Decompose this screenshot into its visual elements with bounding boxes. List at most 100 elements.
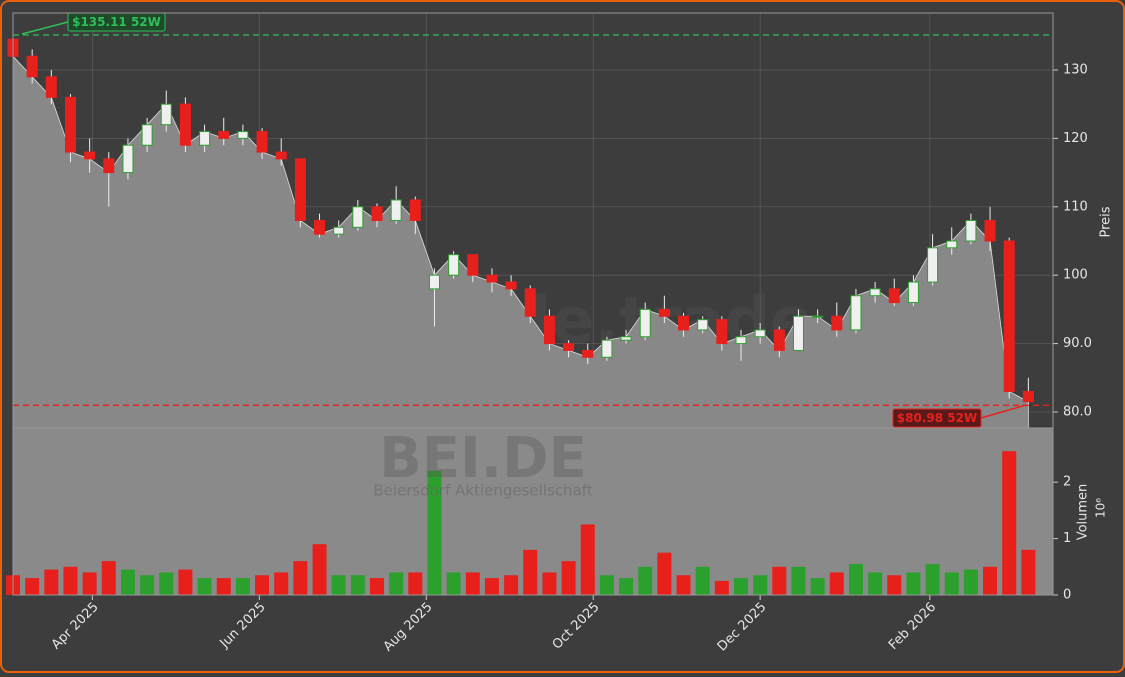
volume-bar [197, 578, 212, 595]
volume-bar [446, 572, 461, 595]
volume-bar [695, 566, 710, 595]
volume-bar [25, 578, 40, 595]
candle-body [543, 315, 555, 345]
volume-scale-label: 10⁶ [1094, 498, 1108, 518]
annotation-label: $135.11 52W [72, 15, 161, 29]
candle-body [946, 240, 958, 249]
candle-body [237, 131, 249, 139]
candle-body [927, 247, 939, 283]
candle-body [524, 288, 536, 317]
volume-bar [925, 563, 940, 595]
volume-bar [120, 569, 135, 595]
candle-body [256, 131, 268, 153]
volume-bar [255, 575, 270, 595]
volume-bar [906, 572, 921, 595]
y-axis-label: Preis [1099, 206, 1114, 237]
candle-body [64, 96, 76, 153]
volume-bar [944, 572, 959, 595]
volume-bar [983, 566, 998, 595]
volume-bar [619, 578, 634, 595]
candle-body [448, 254, 460, 276]
plot-border [12, 12, 1054, 596]
y-tick-label: 90.0 [1063, 336, 1092, 351]
volume-bar [178, 569, 193, 595]
volume-bar [772, 566, 787, 595]
candle-body [888, 288, 900, 304]
candle-body [984, 219, 996, 242]
volume-bar [82, 572, 97, 595]
candle-body [84, 151, 96, 160]
volume-bar [829, 572, 844, 595]
annotation-arrow [980, 404, 1026, 419]
annotation-label: $80.98 52W [897, 411, 977, 425]
candle-body [45, 76, 57, 98]
candle-body [658, 308, 670, 317]
volume-bar [714, 580, 729, 595]
company-watermark: Beiersdorf Aktiengesellschaft [373, 482, 592, 500]
volume-bar [389, 572, 404, 595]
symbol-watermark: BEI.DE [379, 426, 587, 491]
candle-body [697, 319, 709, 331]
candle-body [199, 131, 211, 146]
y-tick-label: 100 [1063, 268, 1088, 283]
candle-body [716, 319, 728, 345]
volume-bar [370, 578, 384, 595]
candle-body [735, 336, 747, 345]
volume-bar [561, 561, 576, 595]
volume-bar [887, 575, 902, 595]
candle-body [275, 151, 287, 160]
volume-bar [140, 575, 155, 595]
candle-body [1022, 390, 1034, 403]
volume-bar [734, 578, 748, 595]
volume-bar [235, 578, 250, 595]
candle-body [428, 274, 440, 290]
candle-body [505, 281, 517, 290]
volume-bar [63, 566, 78, 595]
candle-body [371, 206, 383, 221]
volume-bar [274, 572, 289, 595]
volume-bar [657, 552, 672, 595]
candle-body [639, 308, 651, 338]
candle-body [352, 206, 364, 228]
candle-body [754, 329, 766, 338]
candle-body [294, 158, 306, 221]
volume-bar [1021, 549, 1036, 595]
candle-body [869, 288, 881, 297]
candle-body [26, 55, 38, 78]
volume-bar [44, 569, 59, 595]
volume-bar [753, 575, 768, 595]
volume-bar [963, 569, 978, 595]
volume-bar [599, 575, 614, 595]
volume-bar [676, 575, 691, 595]
candle-body [218, 131, 230, 139]
candle-body [907, 281, 919, 304]
candle-body [563, 343, 575, 351]
volume-bar [810, 578, 825, 595]
candle-body [467, 254, 479, 276]
volume-bar [293, 561, 308, 595]
y-tick-label: 120 [1063, 131, 1088, 146]
volume-bar [216, 578, 231, 595]
y-tick-label: 130 [1063, 62, 1088, 77]
volume-bar [331, 575, 346, 595]
candle-body [486, 274, 498, 283]
volume-tick-label: 1 [1063, 531, 1071, 546]
candle-body [792, 315, 804, 351]
candle-body [620, 336, 632, 341]
volume-bar [542, 572, 557, 595]
candle-body [160, 103, 172, 126]
volume-bar [159, 572, 174, 595]
candle-body [812, 315, 824, 318]
annotation-box [892, 408, 982, 428]
candle-body [965, 219, 977, 242]
volume-bar [408, 572, 423, 595]
candle-body [582, 349, 594, 358]
candle-body [390, 199, 402, 221]
volume-tick-label: 0 [1063, 588, 1071, 603]
candle-body [122, 144, 134, 174]
candle-body [831, 315, 843, 331]
volume-axis-label: Volumen [1076, 484, 1091, 541]
candle-body [103, 158, 115, 174]
volume-bar [465, 572, 480, 595]
